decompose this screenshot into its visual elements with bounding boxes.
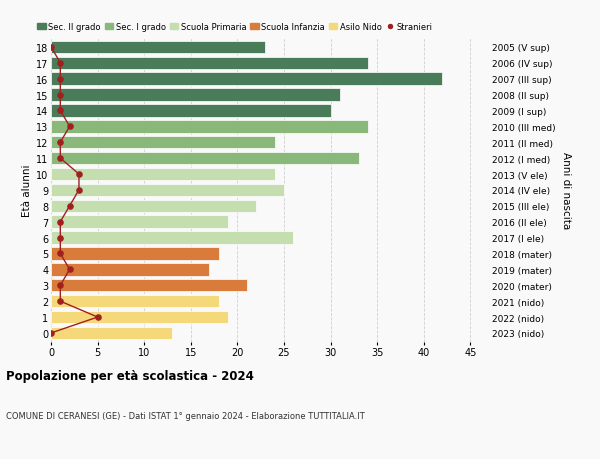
Point — [65, 123, 74, 131]
Bar — [51, 137, 275, 149]
Point — [56, 92, 65, 99]
Bar — [51, 200, 256, 213]
Point — [56, 60, 65, 67]
Bar — [51, 327, 172, 339]
Bar — [51, 89, 340, 101]
Point — [46, 330, 56, 337]
Text: COMUNE DI CERANESI (GE) - Dati ISTAT 1° gennaio 2024 - Elaborazione TUTTITALIA.I: COMUNE DI CERANESI (GE) - Dati ISTAT 1° … — [6, 411, 365, 420]
Point — [65, 203, 74, 210]
Bar — [51, 185, 284, 196]
Point — [56, 218, 65, 226]
Bar — [51, 248, 219, 260]
Bar — [51, 216, 228, 229]
Bar — [51, 121, 368, 133]
Bar — [51, 263, 209, 276]
Point — [74, 171, 84, 178]
Text: Popolazione per età scolastica - 2024: Popolazione per età scolastica - 2024 — [6, 369, 254, 382]
Point — [56, 155, 65, 162]
Legend: Sec. II grado, Sec. I grado, Scuola Primaria, Scuola Infanzia, Asilo Nido, Stran: Sec. II grado, Sec. I grado, Scuola Prim… — [37, 23, 433, 32]
Point — [56, 76, 65, 83]
Point — [56, 107, 65, 115]
Bar — [51, 311, 228, 324]
Bar — [51, 232, 293, 244]
Point — [65, 266, 74, 274]
Bar — [51, 42, 265, 54]
Bar — [51, 57, 368, 70]
Point — [56, 235, 65, 242]
Point — [56, 139, 65, 146]
Bar — [51, 152, 359, 165]
Y-axis label: Anni di nascita: Anni di nascita — [561, 152, 571, 229]
Bar — [51, 295, 219, 308]
Point — [93, 313, 103, 321]
Point — [56, 282, 65, 289]
Point — [56, 250, 65, 257]
Point — [46, 44, 56, 51]
Y-axis label: Età alunni: Età alunni — [22, 164, 32, 217]
Point — [56, 298, 65, 305]
Bar — [51, 168, 275, 181]
Bar — [51, 280, 247, 292]
Bar — [51, 105, 331, 118]
Point — [74, 187, 84, 194]
Bar — [51, 73, 442, 86]
